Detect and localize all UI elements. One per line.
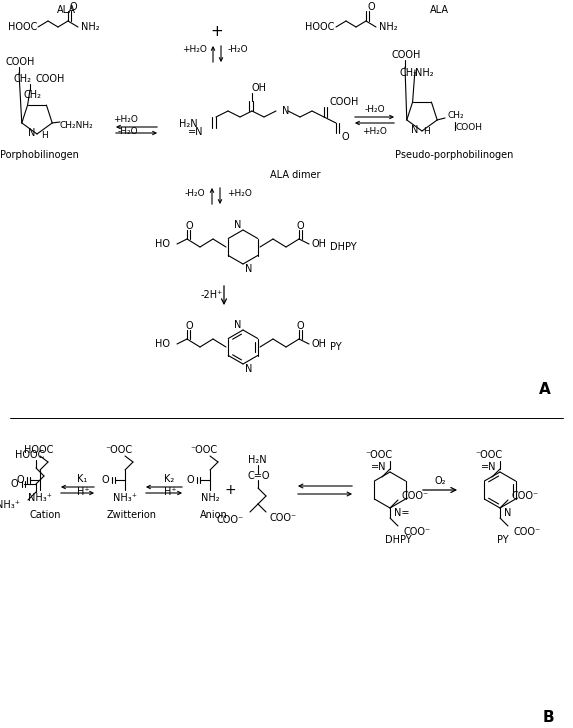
Text: CH₂: CH₂	[24, 90, 42, 100]
Text: COO⁻: COO⁻	[402, 491, 429, 501]
Text: PY: PY	[330, 342, 342, 352]
Text: HOOC: HOOC	[24, 445, 53, 455]
Text: O: O	[296, 221, 304, 231]
Text: Anion: Anion	[200, 510, 227, 520]
Text: O: O	[10, 479, 18, 489]
Text: O: O	[186, 475, 194, 485]
Text: +H₂O: +H₂O	[227, 189, 252, 199]
Text: H₂N: H₂N	[179, 119, 198, 129]
Text: -H₂O: -H₂O	[185, 189, 205, 199]
Text: C=O: C=O	[248, 471, 270, 481]
Text: H: H	[41, 130, 48, 140]
Text: DHPY: DHPY	[385, 535, 411, 545]
Text: +H₂O: +H₂O	[363, 127, 387, 135]
Text: COO⁻: COO⁻	[217, 515, 244, 525]
Text: N: N	[504, 508, 511, 518]
Text: ⁻OOC: ⁻OOC	[365, 450, 392, 460]
Text: HO: HO	[155, 239, 170, 249]
Text: O: O	[185, 321, 193, 331]
Text: COO⁻: COO⁻	[514, 527, 541, 537]
Text: COO⁻: COO⁻	[404, 527, 431, 537]
Text: O: O	[17, 475, 24, 485]
Text: COO⁻: COO⁻	[270, 513, 297, 523]
Text: CH₂NH₂: CH₂NH₂	[60, 121, 94, 130]
Text: N: N	[282, 106, 289, 116]
Text: N: N	[245, 364, 252, 374]
Text: H: H	[423, 127, 430, 136]
Text: B: B	[542, 711, 554, 726]
Text: Zwitterion: Zwitterion	[107, 510, 157, 520]
Text: N: N	[234, 320, 241, 330]
Text: O₂: O₂	[434, 476, 446, 486]
Text: Cation: Cation	[30, 510, 61, 520]
Text: HOOC: HOOC	[15, 450, 44, 460]
Text: +H₂O: +H₂O	[182, 45, 207, 55]
Text: NH₂: NH₂	[81, 22, 100, 32]
Text: -H₂O: -H₂O	[364, 105, 385, 114]
Text: ⁻OOC: ⁻OOC	[475, 450, 502, 460]
Text: ⁻OOC: ⁻OOC	[190, 445, 217, 455]
Text: =N: =N	[187, 127, 203, 137]
Text: K₂: K₂	[164, 474, 174, 484]
Text: COOH: COOH	[5, 57, 34, 67]
Text: PY: PY	[497, 535, 509, 545]
Text: COOH: COOH	[391, 50, 421, 60]
Text: HOOC: HOOC	[8, 22, 37, 32]
Text: COOH: COOH	[329, 97, 358, 107]
Text: H⁺: H⁺	[77, 487, 89, 497]
Text: N=: N=	[394, 508, 410, 518]
Text: NH₃⁺: NH₃⁺	[0, 500, 20, 510]
Text: OH: OH	[312, 239, 327, 249]
Text: O: O	[341, 132, 348, 142]
Text: OH: OH	[312, 339, 327, 349]
Text: COOH: COOH	[36, 74, 65, 84]
Text: HOOC: HOOC	[305, 22, 335, 32]
Text: O: O	[367, 2, 375, 12]
Text: =N: =N	[371, 462, 386, 472]
Text: Pseudo-porphobilinogen: Pseudo-porphobilinogen	[395, 150, 513, 160]
Text: N: N	[28, 128, 35, 138]
Text: O: O	[185, 221, 193, 231]
Text: O: O	[101, 475, 109, 485]
Text: H₂N: H₂N	[248, 455, 266, 465]
Text: +: +	[224, 483, 236, 497]
Text: =N: =N	[481, 462, 496, 472]
Text: ⁻OOC: ⁻OOC	[105, 445, 132, 455]
Text: A: A	[539, 382, 551, 397]
Text: CH₂: CH₂	[447, 111, 464, 119]
Text: HO: HO	[155, 339, 170, 349]
Text: ALA: ALA	[430, 5, 449, 15]
Text: COOH: COOH	[455, 122, 482, 132]
Text: COO⁻: COO⁻	[512, 491, 539, 501]
Text: NH₃⁺: NH₃⁺	[28, 493, 52, 503]
Text: CH₂: CH₂	[399, 68, 417, 78]
Text: H⁺: H⁺	[164, 487, 176, 497]
Text: +H₂O: +H₂O	[113, 116, 138, 124]
Text: N: N	[411, 125, 418, 135]
Text: OH: OH	[251, 83, 266, 93]
Text: ALA: ALA	[57, 5, 76, 15]
Text: O: O	[296, 321, 304, 331]
Text: NH₂: NH₂	[201, 493, 219, 503]
Text: O: O	[69, 2, 77, 12]
Text: +: +	[211, 25, 223, 39]
Text: N: N	[234, 220, 241, 230]
Text: NH₂: NH₂	[415, 68, 434, 78]
Text: DHPY: DHPY	[330, 242, 356, 252]
Text: CH₂: CH₂	[13, 74, 31, 84]
Text: NH₂: NH₂	[379, 22, 398, 32]
Text: ALA dimer: ALA dimer	[270, 170, 320, 180]
Text: Porphobilinogen: Porphobilinogen	[0, 150, 79, 160]
Text: -H₂O: -H₂O	[228, 45, 249, 55]
Text: -2H⁺: -2H⁺	[201, 290, 223, 300]
Text: N: N	[245, 264, 252, 274]
Text: NH₃⁺: NH₃⁺	[113, 493, 137, 503]
Text: K₁: K₁	[77, 474, 87, 484]
Text: -H₂O: -H₂O	[117, 127, 138, 136]
